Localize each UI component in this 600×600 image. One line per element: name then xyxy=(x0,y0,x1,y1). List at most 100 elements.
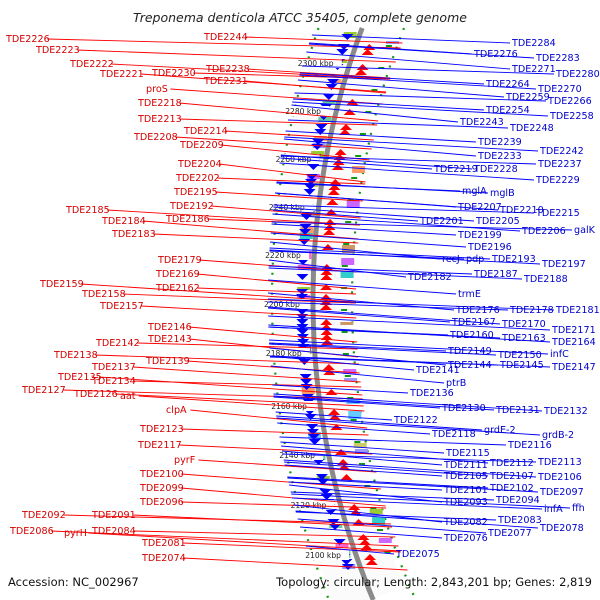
forward-gene-label: TDE2179 xyxy=(157,255,202,266)
reverse-gene-label: TDE2170 xyxy=(501,319,546,330)
ring-tick xyxy=(345,221,352,223)
reverse-leader-line xyxy=(287,476,489,489)
forward-leader-line xyxy=(221,144,370,161)
reverse-gene-label: TDE2254 xyxy=(485,105,530,116)
reverse-leader-line xyxy=(287,119,509,129)
reverse-leader-line xyxy=(276,181,489,194)
reverse-gene-label: TDE2188 xyxy=(523,274,568,285)
reverse-gene-label: TDE2130 xyxy=(441,403,486,414)
reverse-leader-line xyxy=(295,510,539,529)
gene-function-block xyxy=(341,258,355,265)
gene-function-block xyxy=(301,387,315,394)
forward-leader-line xyxy=(187,360,360,374)
reverse-gene-label: TDE2248 xyxy=(509,123,554,134)
reverse-leader-line xyxy=(273,395,495,411)
reverse-leader-line xyxy=(269,241,441,260)
reverse-gene-arrow xyxy=(296,329,309,335)
reverse-leader-line xyxy=(284,136,539,152)
reverse-leader-line xyxy=(277,422,431,435)
forward-gene-label: TDE2123 xyxy=(139,424,184,435)
gene-function-block xyxy=(352,166,366,173)
reverse-gene-label: TDE2270 xyxy=(537,84,582,95)
ring-tick xyxy=(341,331,348,333)
reverse-leader-line xyxy=(267,298,555,311)
forward-gene-label: TDE2213 xyxy=(137,114,182,125)
reverse-gene-label: TDE2271 xyxy=(511,64,556,75)
reverse-leader-line xyxy=(287,477,539,493)
gene-function-block xyxy=(335,544,349,548)
scale-label-bg xyxy=(288,500,335,510)
forward-gene-label: TDE2126 xyxy=(73,389,118,400)
reverse-gene-label: mglA xyxy=(462,186,487,197)
forward-gene-label: TDE2096 xyxy=(139,497,184,508)
reverse-leader-line xyxy=(271,223,457,236)
forward-leader-line xyxy=(141,305,357,319)
reverse-leader-line xyxy=(284,464,443,477)
scale-label: 2260 kbp xyxy=(276,155,312,164)
scale-label-bg xyxy=(262,299,308,309)
accession-label: Accession: NC_002967 xyxy=(8,575,139,589)
reverse-gene-label: TDE2147 xyxy=(551,362,596,373)
forward-gene-label: TDE2238 xyxy=(205,64,250,75)
reverse-leader-line xyxy=(269,247,491,260)
ring-tick xyxy=(359,133,366,135)
forward-gene-label: TDE2117 xyxy=(137,440,182,451)
reverse-leader-line xyxy=(299,72,485,85)
gene-function-block xyxy=(353,443,367,448)
guide-ring xyxy=(270,27,331,600)
reverse-leader-line xyxy=(269,342,447,352)
reverse-leader-line xyxy=(270,365,445,384)
reverse-gene-label: TDE2242 xyxy=(539,146,584,157)
reverse-leader-line xyxy=(274,192,499,211)
reverse-gene-label: TDE2284 xyxy=(511,38,556,49)
forward-gene-label: TDE2081 xyxy=(141,538,186,549)
reverse-gene-label: TDE2136 xyxy=(409,388,454,399)
forward-leader-line xyxy=(63,389,363,400)
forward-gene-arrow xyxy=(358,539,371,545)
reverse-gene-label: recJ xyxy=(442,254,460,265)
forward-leader-line xyxy=(181,473,381,490)
forward-gene-label: TDE2159 xyxy=(39,279,84,290)
reverse-gene-label: TDE2201 xyxy=(419,216,464,227)
reverse-gene-label: TDE2228 xyxy=(473,164,518,175)
scale-label: 2200 kbp xyxy=(264,300,300,309)
reverse-gene-label: TDE2131 xyxy=(495,405,540,416)
reverse-leader-line xyxy=(276,417,541,436)
scale-label-bg xyxy=(303,550,350,560)
scale-label-bg xyxy=(283,106,330,116)
reverse-gene-label: ptrB xyxy=(446,378,466,389)
forward-gene-label: TDE2138 xyxy=(53,350,98,361)
reverse-gene-arrow xyxy=(308,439,321,445)
forward-gene-label: TDE2139 xyxy=(145,356,190,367)
reverse-gene-label: TDE2083 xyxy=(497,515,542,526)
ring-tick xyxy=(351,177,358,179)
forward-gene-label: TDE2209 xyxy=(179,140,224,151)
reverse-gene-label: TDE2266 xyxy=(547,96,592,107)
forward-gene-label: pyrF xyxy=(174,455,195,466)
forward-gene-arrow xyxy=(329,179,342,185)
reverse-leader-line xyxy=(268,265,473,275)
forward-leader-line xyxy=(197,287,357,295)
reverse-gene-arrow xyxy=(307,434,320,440)
ring-tick xyxy=(371,89,378,91)
reverse-gene-arrow xyxy=(296,319,309,325)
reverse-leader-line xyxy=(268,267,523,280)
reverse-leader-line xyxy=(282,453,537,463)
reverse-leader-line xyxy=(306,51,511,70)
forward-gene-label: TDE2195 xyxy=(173,187,218,198)
reverse-gene-arrow xyxy=(327,79,339,85)
forward-gene-arrow xyxy=(328,184,341,190)
forward-gene-label: TDE2184 xyxy=(101,216,146,227)
scale-label: 2100 kbp xyxy=(305,551,341,560)
gene-function-block xyxy=(348,411,362,419)
forward-gene-arrow xyxy=(355,69,367,75)
reverse-gene-arrow xyxy=(341,34,354,40)
forward-gene-label: TDE2169 xyxy=(155,269,200,280)
reverse-leader-line xyxy=(294,92,547,102)
ring-tick xyxy=(355,155,362,157)
forward-leader-line xyxy=(179,118,378,126)
gene-function-block xyxy=(346,200,360,208)
reverse-gene-arrow xyxy=(299,374,312,380)
forward-leader-line xyxy=(181,487,386,507)
forward-gene-arrow xyxy=(323,229,336,235)
